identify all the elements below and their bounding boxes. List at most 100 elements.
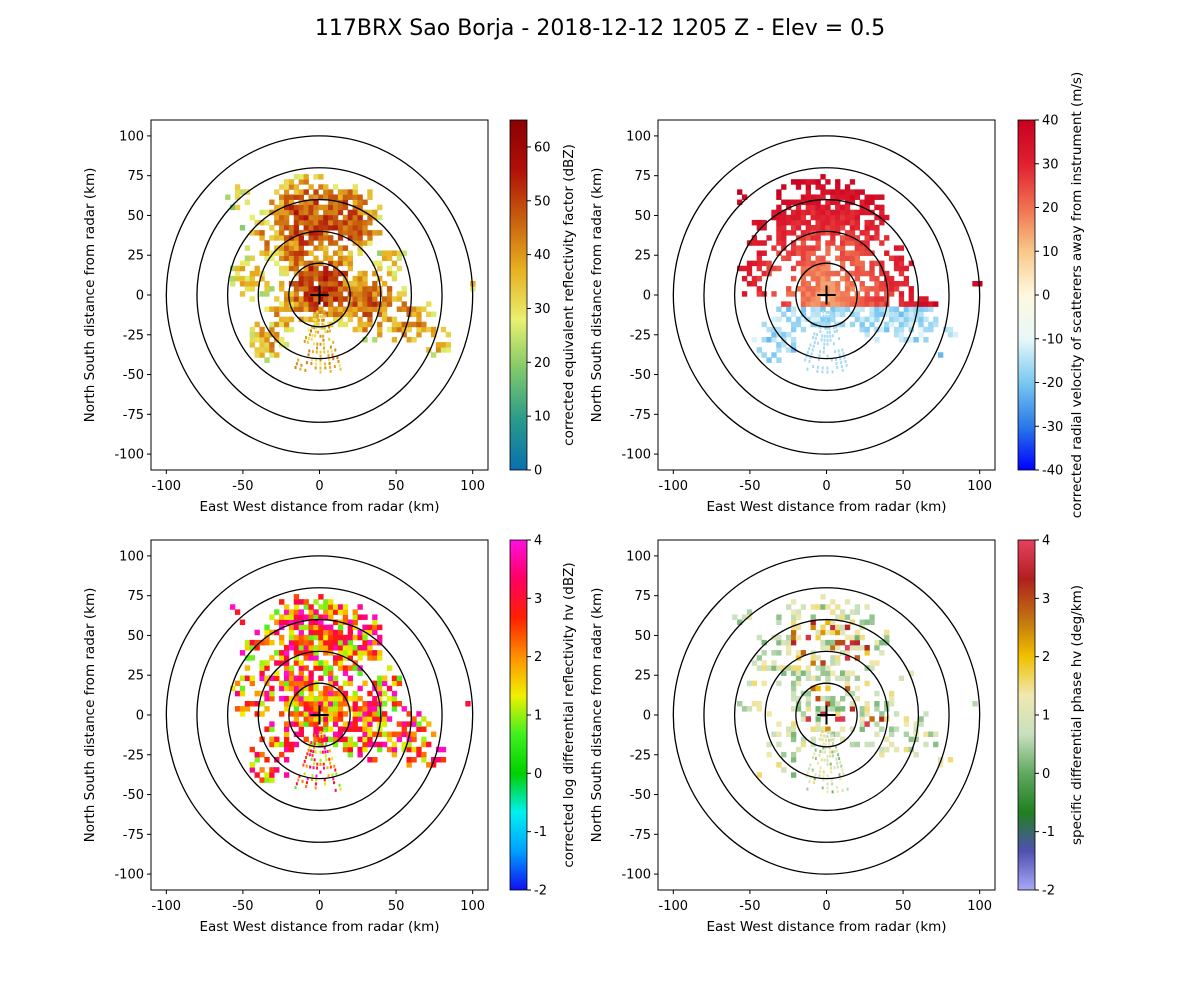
echo-cell [854, 194, 860, 200]
echo-cell [303, 296, 309, 302]
echo-cell [298, 685, 304, 692]
echo-cell [776, 214, 782, 221]
echo-cell [864, 270, 870, 277]
echo-cell [832, 742, 835, 746]
echo-cell [298, 690, 304, 697]
echo-cell [357, 326, 363, 333]
echo-cell [840, 361, 843, 365]
echo-cell [328, 599, 334, 605]
echo-cell [313, 199, 319, 206]
echo-cell [352, 690, 358, 697]
echo-cell [795, 219, 802, 226]
y-tick-label: -75 [630, 828, 651, 843]
colorbar-tick-label: 0 [534, 767, 542, 782]
echo-cell [347, 230, 353, 236]
echo-cell [824, 750, 827, 754]
echo-cell [298, 619, 304, 626]
echo-cell [776, 240, 782, 246]
echo-cell [416, 306, 422, 312]
echo-cell [274, 230, 280, 236]
echo-cell [313, 317, 316, 321]
echo-cell [293, 230, 300, 236]
echo-cell [923, 306, 929, 312]
echo-cell [318, 695, 324, 702]
echo-cell [800, 281, 807, 287]
echo-cell [849, 619, 856, 626]
echo-cell [771, 331, 777, 338]
y-tick-label: -50 [123, 788, 144, 803]
echo-cell [864, 711, 870, 717]
echo-cell [372, 281, 378, 287]
echo-cell [288, 639, 295, 646]
echo-cell [844, 645, 851, 651]
echo-cell [756, 219, 762, 226]
echo-cell [274, 352, 280, 358]
echo-cell [766, 326, 772, 333]
echo-cell [342, 199, 349, 206]
range-ring-20km [288, 682, 351, 748]
echo-cell [372, 629, 378, 636]
echo-cell [766, 265, 772, 272]
echo-cell [839, 296, 846, 302]
echo-cell [372, 291, 378, 297]
echo-cell [377, 275, 383, 282]
echo-cell [805, 675, 811, 682]
echo-cell [337, 219, 344, 226]
echo-cell [315, 314, 318, 318]
echo-cell [239, 690, 246, 697]
echo-cell [805, 265, 811, 272]
echo-cell [293, 731, 300, 738]
echo-cell [844, 680, 851, 687]
echo-cell [324, 750, 327, 754]
y-tick-label: 75 [127, 589, 144, 604]
echo-cell [303, 721, 309, 727]
echo-cell [884, 321, 890, 328]
x-tick-label: 0 [822, 899, 830, 914]
echo-cell [849, 240, 856, 246]
echo-cell [781, 342, 787, 348]
echo-cell [342, 690, 349, 697]
echo-cell [323, 250, 329, 256]
echo-cell [888, 286, 895, 292]
echo-cell [815, 204, 821, 211]
echo-cell [795, 634, 802, 641]
echo-cell [805, 260, 811, 267]
echo-cell [795, 179, 802, 185]
echo-cell [326, 321, 329, 325]
echo-cell [835, 624, 841, 631]
echo-cell [230, 275, 236, 282]
echo-cell [274, 306, 280, 312]
echo-cell [391, 741, 398, 748]
echo-cell [334, 788, 337, 792]
echo-cell [328, 260, 334, 267]
echo-cell [820, 326, 823, 330]
echo-cell [800, 214, 807, 221]
echo-cell [362, 230, 368, 236]
echo-cell [810, 660, 816, 666]
echo-cell [319, 770, 322, 774]
echo-cell [751, 337, 758, 343]
echo-cell [318, 629, 324, 636]
range-ring-20km [288, 262, 351, 328]
echo-cell [879, 286, 885, 292]
echo-cell [874, 235, 880, 241]
echo-cell [362, 650, 368, 656]
echo-cell [401, 306, 407, 312]
echo-cell [864, 296, 870, 302]
echo-cell [283, 184, 290, 190]
echo-cell [386, 270, 393, 277]
echo-cell [835, 731, 841, 738]
echo-cell [367, 655, 373, 661]
echo-cell [362, 639, 368, 646]
echo-cell [357, 706, 363, 712]
echo-cell [786, 645, 792, 651]
echo-cell [372, 680, 378, 687]
echo-cell [328, 711, 334, 717]
echo-cell [391, 337, 398, 343]
echo-cell [741, 706, 748, 712]
echo-cell [259, 291, 265, 297]
echo-cell [884, 296, 890, 302]
echo-cell [830, 660, 836, 666]
echo-cell [323, 734, 326, 738]
x-axis-label: East West distance from radar (km) [199, 499, 439, 515]
